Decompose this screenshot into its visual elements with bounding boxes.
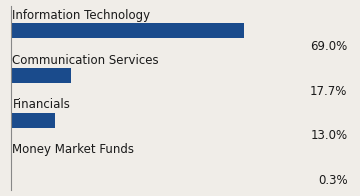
Bar xyxy=(11,68,71,83)
Text: Money Market Funds: Money Market Funds xyxy=(13,143,135,156)
Bar xyxy=(11,113,55,128)
Text: 0.3%: 0.3% xyxy=(318,174,347,187)
Text: 69.0%: 69.0% xyxy=(310,40,347,53)
Bar xyxy=(11,158,12,173)
Text: 13.0%: 13.0% xyxy=(310,129,347,142)
Text: Information Technology: Information Technology xyxy=(13,9,150,22)
Text: 17.7%: 17.7% xyxy=(310,84,347,98)
Text: Financials: Financials xyxy=(13,98,70,112)
Bar xyxy=(11,23,244,38)
Text: Communication Services: Communication Services xyxy=(13,54,159,67)
